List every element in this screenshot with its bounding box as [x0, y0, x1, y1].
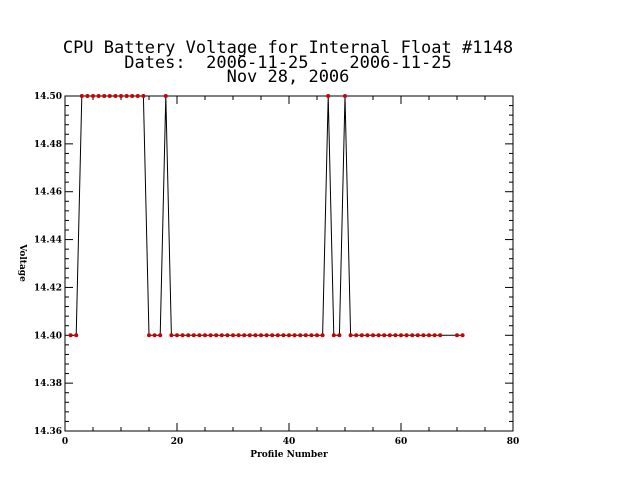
y-tick-label: 14.40 — [34, 331, 62, 341]
data-point — [432, 333, 437, 338]
x-tick-label: 60 — [395, 437, 408, 447]
data-point — [287, 333, 291, 338]
data-point — [219, 333, 224, 338]
data-point — [460, 333, 465, 338]
data-point — [236, 333, 241, 338]
data-point — [359, 333, 364, 338]
y-tick-label: 14.42 — [34, 283, 62, 293]
series-line — [70, 95, 463, 336]
y-tick-label: 14.50 — [34, 92, 62, 102]
data-point — [253, 333, 258, 338]
data-point — [275, 333, 280, 338]
data-point — [326, 94, 331, 98]
data-point — [281, 333, 286, 338]
plot-frame — [64, 95, 514, 432]
data-point — [247, 333, 252, 338]
data-point — [264, 333, 269, 338]
y-tick-label: 14.44 — [34, 236, 62, 246]
data-point — [225, 333, 230, 338]
data-point — [455, 333, 459, 338]
data-point — [298, 333, 303, 338]
data-point — [180, 333, 185, 338]
chart-title: CPU Battery Voltage for Internal Float #… — [63, 38, 513, 58]
data-point — [309, 333, 314, 338]
data-point — [365, 333, 370, 338]
data-point — [292, 333, 297, 338]
y-axis: 14.36 14.38 14.40 14.42 14.44 14.46 14.48 14.50 — [34, 92, 513, 437]
data-point — [152, 333, 157, 338]
data-point — [320, 333, 325, 338]
data-point — [119, 94, 123, 98]
data-point — [438, 333, 443, 338]
data-point — [141, 94, 146, 98]
voltage-series — [68, 94, 465, 338]
data-point — [175, 333, 179, 338]
x-axis: 0 20 40 60 80 — [62, 96, 519, 447]
data-point — [203, 333, 207, 338]
data-point — [169, 333, 174, 338]
data-point — [113, 94, 118, 98]
data-point — [85, 94, 90, 98]
y-tick-label: 14.38 — [34, 379, 62, 389]
data-point — [135, 94, 140, 98]
data-point — [410, 333, 415, 338]
data-point — [68, 333, 73, 338]
data-point — [130, 94, 135, 98]
chart-dates-subtitle: Dates: 2006-11-25 - 2006-11-25 — [124, 53, 452, 73]
data-point — [79, 94, 84, 98]
data-point — [102, 94, 107, 98]
data-point — [191, 333, 196, 338]
data-point — [214, 333, 219, 338]
data-point — [382, 333, 387, 338]
x-axis-label: Profile Number — [250, 450, 328, 460]
data-point — [163, 94, 168, 98]
data-point — [208, 333, 213, 338]
data-point — [399, 333, 403, 338]
data-point — [376, 333, 381, 338]
data-point — [354, 333, 359, 338]
data-point — [259, 333, 263, 338]
data-point — [270, 333, 275, 338]
y-tick-label: 14.48 — [34, 140, 62, 150]
data-point — [415, 333, 420, 338]
data-point — [303, 333, 308, 338]
data-point — [158, 333, 163, 338]
data-point — [343, 94, 347, 98]
data-point — [96, 94, 101, 98]
data-point — [242, 333, 247, 338]
y-tick-label: 14.46 — [34, 188, 62, 198]
y-tick-label: 14.36 — [34, 427, 62, 437]
data-point — [124, 94, 129, 98]
data-point — [337, 333, 342, 338]
data-point — [91, 94, 95, 98]
chart-run-date: Nov 28, 2006 — [227, 67, 350, 87]
y-axis-label: Voltage — [17, 243, 27, 282]
data-point — [147, 333, 151, 338]
x-tick-label: 0 — [62, 437, 68, 447]
x-tick-label: 20 — [171, 437, 184, 447]
x-tick-label: 80 — [507, 437, 520, 447]
data-point — [315, 333, 319, 338]
data-point — [427, 333, 431, 338]
data-point — [186, 333, 191, 338]
data-point — [421, 333, 426, 338]
data-point — [371, 333, 375, 338]
data-point — [231, 333, 235, 338]
data-point — [74, 333, 79, 338]
data-point — [107, 94, 112, 98]
data-point — [197, 333, 202, 338]
data-point — [387, 333, 392, 338]
data-point — [393, 333, 398, 338]
data-point — [404, 333, 409, 338]
x-tick-label: 40 — [283, 437, 296, 447]
data-point — [331, 333, 336, 338]
data-point — [348, 333, 353, 338]
